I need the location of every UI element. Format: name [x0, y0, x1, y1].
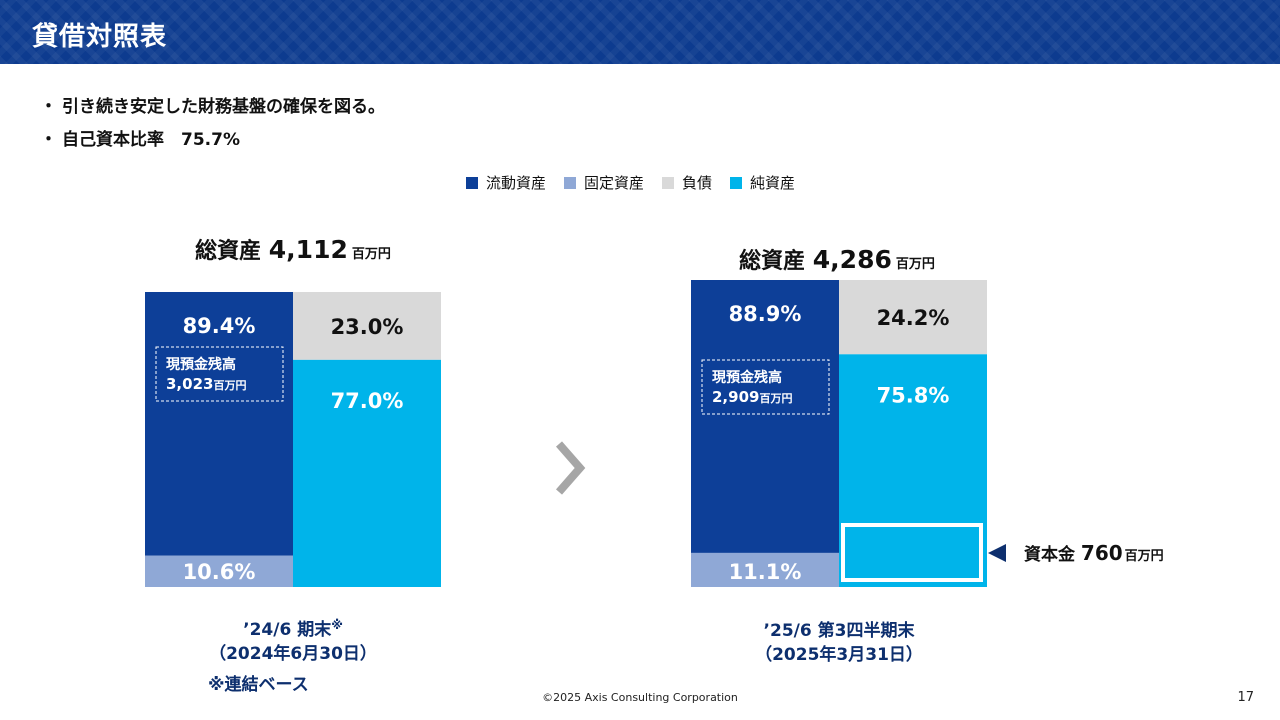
consolidated-note: ※連結ベース [208, 674, 309, 695]
data-label-liabilities: 24.2% [877, 306, 950, 330]
legend-item-current-assets: 流動資産 [466, 172, 546, 193]
legend-item-liabilities: 負債 [662, 172, 712, 193]
capital-label: 資本金 760 百万円 [1024, 541, 1164, 565]
cash-balance-value: 3,023百万円 [166, 375, 246, 393]
page-title: 貸借対照表 [32, 22, 168, 52]
bar-fixed-assets [691, 552, 839, 587]
cash-balance-label: 現預金残高 [166, 356, 236, 373]
legend-swatch [730, 176, 743, 189]
data-label-current-assets: 89.4% [183, 314, 256, 338]
footer-copyright: ©2025 Axis Consulting Corporation [542, 691, 738, 704]
chart-title-total-assets: 総資産 4,286 百万円 [739, 245, 935, 274]
cash-balance-value: 2,909百万円 [712, 388, 792, 406]
chart-title-total-assets: 総資産 4,112 百万円 [195, 235, 391, 264]
legend-swatch [564, 176, 577, 189]
bar-liabilities [293, 292, 441, 360]
capital-highlight-box [841, 523, 983, 582]
data-label-liabilities: 23.0% [331, 315, 404, 339]
legend-label: 流動資産 [486, 174, 547, 192]
bullet-text: 自己資本比率 75.7% [62, 130, 240, 150]
legend-swatch [466, 176, 478, 189]
chart-legend: 流動資産 固定資産 負債 純資産 [466, 172, 795, 193]
period-label: ’24/6 期末※ [243, 618, 343, 640]
bar-net-assets [293, 359, 441, 587]
cash-balance-label: 現預金残高 [712, 369, 782, 386]
period-label: ’25/6 第3四半期末 [764, 620, 916, 641]
bar-liabilities [839, 280, 987, 355]
bullet-text: 引き続き安定した財務基盤の確保を図る。 [62, 97, 385, 117]
bar-current-assets [145, 292, 293, 556]
bullet-item: ・ 自己資本比率 75.7% [40, 121, 385, 154]
legend-label: 固定資産 [584, 174, 645, 192]
bar-current-assets [691, 280, 839, 553]
bullet-item: ・ 引き続き安定した財務基盤の確保を図る。 [40, 88, 385, 121]
bar-fixed-assets [145, 555, 293, 587]
data-label-net-assets: 75.8% [877, 383, 950, 407]
legend-item-fixed-assets: 固定資産 [564, 172, 644, 193]
legend-label: 純資産 [750, 174, 796, 192]
legend-item-net-assets: 純資産 [730, 172, 795, 193]
cash-balance-box [155, 346, 284, 402]
data-label-net-assets: 77.0% [331, 389, 404, 413]
bullet-dot-icon: ・ [40, 130, 57, 150]
period-date: （2025年3月31日） [755, 644, 923, 665]
bullet-dot-icon: ・ [40, 97, 57, 117]
arrow-left-icon [988, 544, 1006, 562]
period-date: （2024年6月30日） [209, 643, 377, 664]
data-label-fixed-assets: 11.1% [729, 560, 802, 584]
legend-swatch [662, 176, 675, 189]
data-label-fixed-assets: 10.6% [183, 560, 256, 584]
data-label-current-assets: 88.9% [729, 302, 802, 326]
chevron-right-icon [555, 441, 586, 495]
cash-balance-box [701, 359, 830, 415]
legend-label: 負債 [682, 174, 713, 192]
bar-net-assets [839, 354, 987, 587]
bullet-list: ・ 引き続き安定した財務基盤の確保を図る。 ・ 自己資本比率 75.7% [40, 88, 385, 154]
page-number: 17 [1237, 690, 1254, 705]
header-bar: 貸借対照表 [0, 0, 1280, 64]
